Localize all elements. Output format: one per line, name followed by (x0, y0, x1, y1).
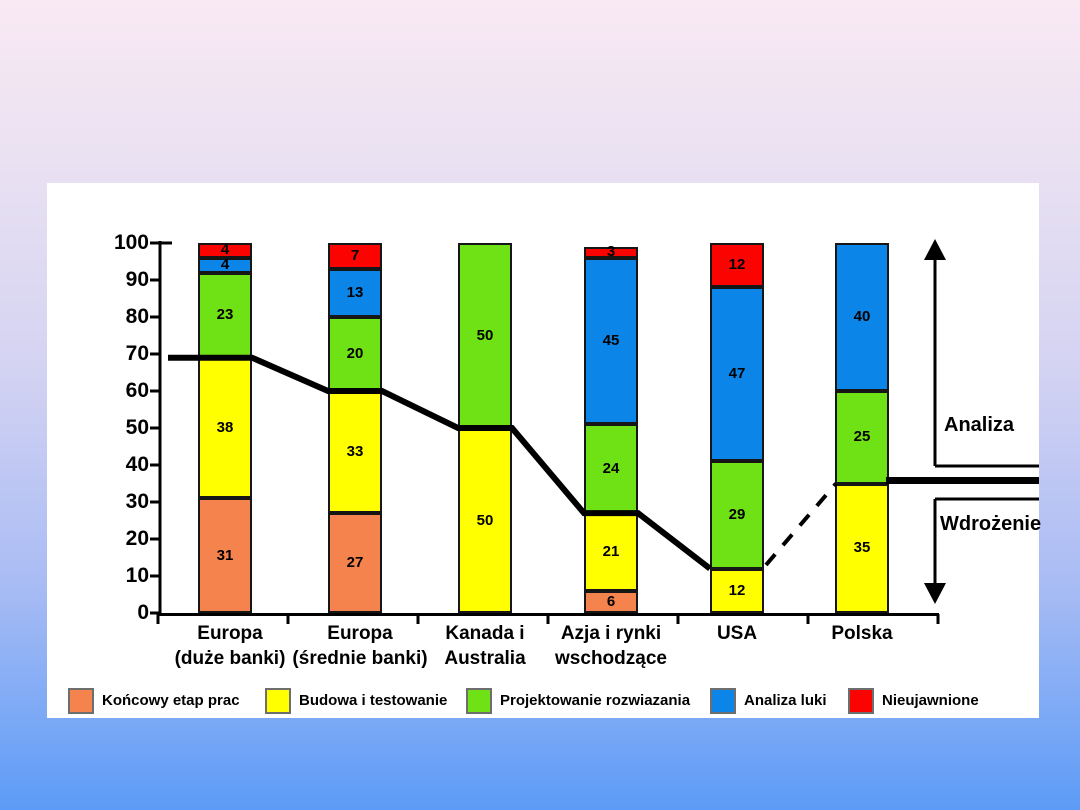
y-tick-label: 60 (125, 379, 149, 402)
y-tick-label: 30 (125, 490, 149, 513)
bar-segment: 6 (584, 590, 638, 613)
bar-value-label: 45 (602, 332, 620, 350)
bar-segment: 12 (710, 243, 764, 288)
legend-swatch (710, 688, 736, 714)
y-tick-label: 20 (125, 527, 149, 550)
legend-swatch (68, 688, 94, 714)
category-label: Azja i rynki wschodzące (526, 621, 696, 671)
category-label-line: Europa (327, 623, 393, 644)
bar-segment: 4 (198, 241, 252, 259)
bar-value-label: 12 (728, 581, 746, 599)
bar-value-label: 29 (728, 505, 746, 523)
legend-label: Budowa i testowanie (299, 692, 448, 709)
bar-segment: 47 (710, 287, 764, 462)
y-tick-label: 10 (125, 564, 149, 587)
bar-segment: 3 (584, 243, 638, 261)
legend-label: Końcowy etap prac (102, 692, 240, 709)
y-tick-label: 50 (125, 416, 149, 439)
category-label: Kanada i Australia (400, 621, 570, 671)
category-label-line: (średnie banki) (292, 648, 428, 669)
bar-segment: 25 (835, 391, 889, 484)
bar-segment: 23 (198, 272, 252, 358)
bar-segment: 35 (835, 483, 889, 613)
bar-segment: 7 (328, 243, 382, 269)
bar-value-label: 40 (853, 308, 871, 325)
category-label-line: Polska (831, 623, 893, 644)
y-tick-label: 70 (125, 342, 149, 365)
bar-value-label: 47 (728, 365, 746, 383)
bar-segment: 29 (710, 461, 764, 569)
bar-value-label: 35 (853, 539, 871, 557)
category-label-line: Kanada i (445, 623, 525, 644)
bar-value-label: 4 (220, 256, 230, 274)
implementation-annotation-label: Wdrożenie (940, 513, 1042, 535)
bar-value-label: 13 (346, 283, 364, 301)
bar-value-label: 7 (350, 246, 360, 264)
bar-segment: 12 (710, 568, 764, 613)
chart-panel: 31 38 23 4 4 27 33 20 13 7 50 50 6 21 24 45 3 12 29 47 12 35 2… (47, 183, 1042, 718)
bar-value-label: 50 (476, 326, 494, 344)
legend-label: Nieujawnione (882, 692, 979, 709)
bar-segment: 4 (198, 256, 252, 274)
bar-segment: 13 (328, 268, 382, 317)
y-tick-label: 90 (125, 268, 149, 291)
bar-value-label: 12 (728, 256, 746, 274)
category-label-line: Azja i rynki (560, 623, 662, 644)
category-label: Europa (duże banki) (145, 621, 315, 671)
category-label-line: wschodzące (555, 648, 667, 669)
bar-value-label: 6 (606, 592, 616, 610)
legend: Końcowy etap prac Budowa i testowanie Proj… (47, 183, 1039, 718)
analysis-annotation-label: Analiza (944, 414, 1015, 436)
category-label-line: Europa (197, 623, 263, 644)
legend-swatch (466, 688, 492, 714)
category-label-line: USA (716, 623, 758, 644)
category-labels: Europa (duże banki) Europa (średnie banki) K… (47, 183, 1039, 718)
category-label-line: (duże banki) (174, 648, 286, 669)
y-tick-label: 0 (137, 601, 149, 624)
y-tick-label: 80 (125, 305, 149, 328)
legend-swatch (848, 688, 874, 714)
category-label: USA (652, 621, 822, 646)
legend-label: Analiza luki (744, 692, 827, 709)
category-label-line: Australia (444, 648, 526, 669)
bar-segment: 40 (835, 243, 889, 391)
y-tick-label: 100 (113, 231, 149, 254)
y-axis-labels: 0 10 20 30 40 50 60 70 80 90 100 (47, 183, 1039, 718)
bar-value-label: 23 (216, 306, 234, 324)
legend-label: Projektowanie rozwiazania (500, 692, 691, 709)
bar-value-label: 25 (853, 428, 871, 446)
bar-value-label: 3 (606, 243, 616, 261)
category-label: Polska (777, 621, 947, 646)
category-label: Europa (średnie banki) (275, 621, 445, 671)
y-tick-label: 40 (125, 453, 149, 476)
bar-value-label: 4 (220, 241, 230, 259)
legend-swatch (265, 688, 291, 714)
